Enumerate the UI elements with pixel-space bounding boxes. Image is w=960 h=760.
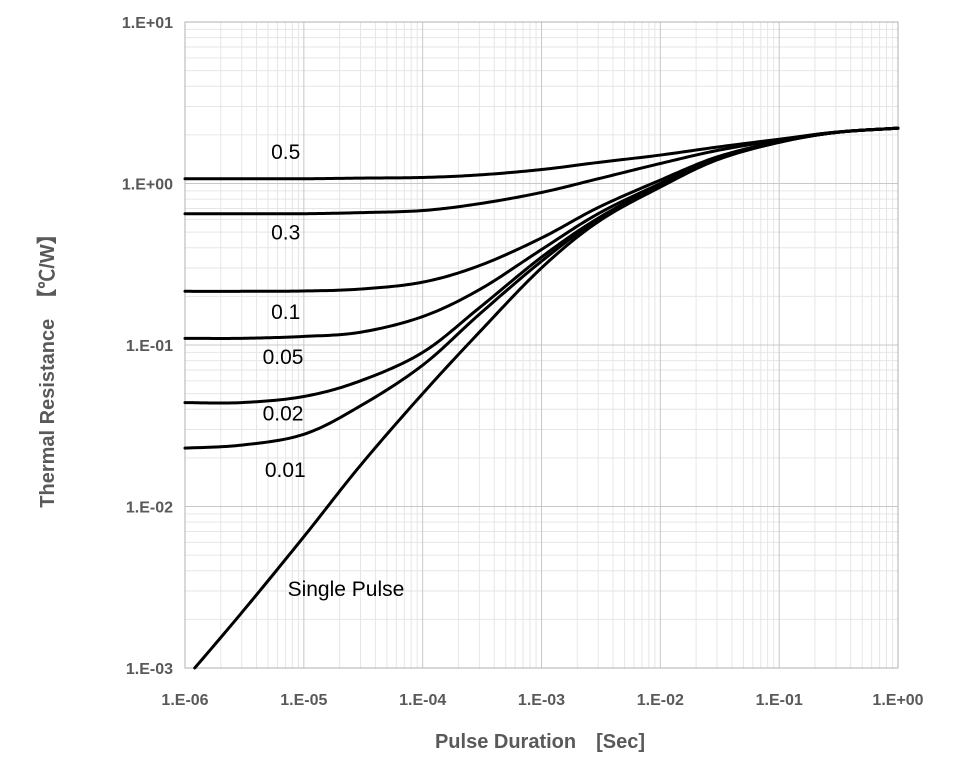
x-tick-label: 1.E-01: [756, 692, 803, 709]
x-tick-label: 1.E-04: [399, 692, 446, 709]
y-axis-title: Thermal Resistance 【℃/W】: [36, 224, 59, 507]
series-label: 0.1: [271, 301, 300, 324]
y-tick-label: 1.E-03: [126, 661, 173, 678]
plot-area-frame: [184, 21, 899, 669]
series-label: Single Pulse: [288, 578, 405, 601]
series-label: 0.01: [265, 459, 306, 482]
y-tick-label: 1.E-01: [126, 338, 173, 355]
series-labels: 0.5 0.3 0.1 0.05 0.02 0.01 Single Pulse: [263, 141, 405, 601]
grid: [184, 21, 899, 669]
series-curves: [183, 126, 900, 670]
x-tick-label: 1.E-05: [280, 692, 327, 709]
series-label: 0.3: [271, 222, 300, 245]
x-tick-label: 1.E-06: [161, 692, 208, 709]
series-label: 0.02: [263, 403, 304, 426]
series-label: 0.05: [263, 346, 304, 369]
y-axis-ticks: 1.E-03 1.E-02 1.E-01 1.E+00 1.E+01: [122, 15, 173, 678]
series-label: 0.5: [271, 141, 300, 164]
x-axis-ticks: 1.E-06 1.E-05 1.E-04 1.E-03 1.E-02 1.E-01 1.E+…: [161, 692, 923, 709]
y-tick-label: 1.E+01: [122, 15, 173, 32]
y-tick-label: 1.E-02: [126, 500, 173, 517]
x-tick-label: 1.E-02: [637, 692, 684, 709]
x-tick-label: 1.E-03: [518, 692, 565, 709]
y-tick-label: 1.E+00: [122, 177, 173, 194]
series-curve: [193, 126, 900, 670]
x-tick-label: 1.E+00: [872, 692, 923, 709]
x-axis-title: Pulse Duration [Sec]: [435, 731, 645, 753]
